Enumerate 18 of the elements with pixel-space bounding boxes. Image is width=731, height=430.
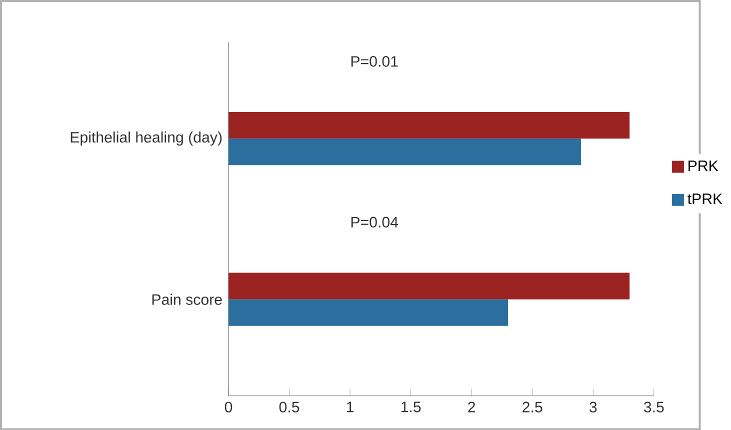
y-tick-label: Epithelial healing (day) bbox=[70, 131, 222, 146]
legend-label: PRK bbox=[688, 160, 718, 171]
x-tick-label: 3 bbox=[589, 402, 597, 412]
x-tick-label: 2 bbox=[468, 402, 476, 412]
bar bbox=[228, 299, 508, 326]
x-tick-label: 3.5 bbox=[644, 402, 664, 412]
x-tick-label: 2.5 bbox=[522, 402, 542, 412]
annotation: P=0.04 bbox=[351, 216, 398, 228]
bar bbox=[228, 112, 630, 138]
bar bbox=[228, 272, 630, 300]
y-tick-label: Pain score bbox=[152, 294, 222, 305]
legend-label: tPRK bbox=[688, 194, 722, 204]
x-tick-label: 0 bbox=[224, 402, 232, 412]
x-tick-label: 1 bbox=[347, 402, 354, 412]
x-tick-label: 0.5 bbox=[279, 402, 300, 412]
x-tick-label: 1.5 bbox=[401, 402, 421, 412]
annotation: P=0.01 bbox=[351, 56, 398, 67]
bar bbox=[228, 138, 581, 165]
